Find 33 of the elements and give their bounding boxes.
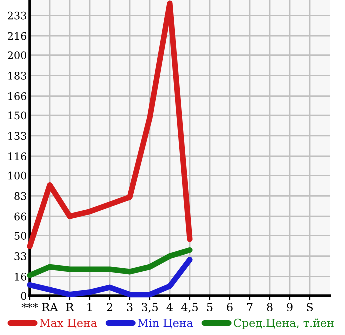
x-tick-label: 4 [166, 303, 173, 312]
x-tick-label: 6 [227, 303, 233, 312]
x-tick-label: 3 [127, 303, 133, 312]
x-tick-label: 7 [247, 303, 253, 312]
y-tick-label: 150 [8, 112, 27, 120]
y-tick-label: 83 [14, 192, 26, 200]
y-tick-label: 216 [8, 32, 27, 40]
legend-label: Min Цена [138, 318, 194, 329]
legend-label: Сред.Цена, т.йен [234, 318, 334, 330]
x-tick-label: 1 [88, 303, 92, 312]
y-tick-label: 33 [14, 252, 26, 260]
y-tick-label: 133 [8, 132, 26, 140]
x-tick-label: R [66, 303, 74, 312]
x-tick-label: 8 [267, 303, 273, 312]
y-tick-label: 166 [8, 92, 27, 100]
x-tick-label: 4,5 [182, 303, 198, 313]
x-tick-label: S [307, 303, 313, 312]
y-tick-label: 116 [8, 152, 27, 161]
y-tick-label: 183 [8, 72, 26, 80]
x-tick-label: 3,5 [142, 303, 158, 313]
x-tick-label: 5 [207, 303, 213, 312]
y-tick-label: 16 [15, 272, 27, 281]
y-tick-label: 100 [8, 172, 27, 180]
x-tick-label: *** [22, 303, 38, 308]
y-tick-label: 0 [21, 292, 27, 300]
y-tick-label: 233 [8, 12, 26, 20]
legend-label: Max Цена [40, 319, 98, 329]
y-tick-label: 66 [14, 212, 27, 221]
x-tick-label: 2 [107, 303, 112, 312]
y-tick-label: 200 [8, 52, 27, 60]
x-tick-label: RA [42, 303, 58, 312]
y-tick-label: 50 [14, 232, 27, 240]
x-tick-label: 9 [287, 303, 293, 312]
